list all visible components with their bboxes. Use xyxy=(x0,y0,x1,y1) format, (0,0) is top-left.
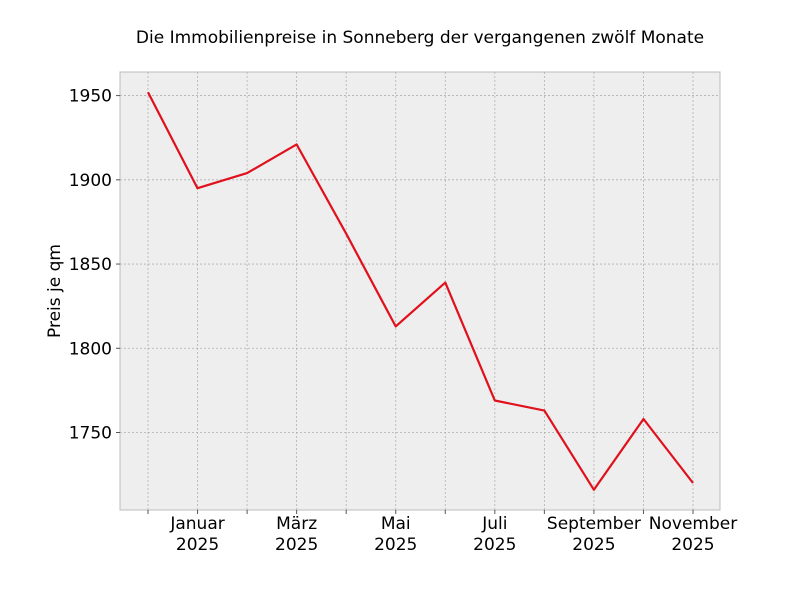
series-group xyxy=(147,91,694,491)
y-tick-label: 1750 xyxy=(69,424,112,444)
x-tick-label: Juli 2025 xyxy=(473,514,516,555)
y-tick-label: 1950 xyxy=(69,87,112,107)
y-tick-label: 1800 xyxy=(69,339,112,359)
plot-area xyxy=(119,71,721,511)
series-line xyxy=(147,91,694,491)
y-tick-label: 1850 xyxy=(69,255,112,275)
y-axis-label: Preis je qm xyxy=(45,244,65,338)
x-tick-label: März 2025 xyxy=(275,514,318,555)
y-tick-label: 1900 xyxy=(69,171,112,191)
x-tick-label: Mai 2025 xyxy=(374,514,417,555)
x-tick-label: Januar 2025 xyxy=(169,514,224,555)
x-tick-label: September 2025 xyxy=(547,514,641,555)
x-tick-label: November 2025 xyxy=(649,514,737,555)
axis-ticks: 1750 1800 1850 1900 1950 Januar 2025 März 2025 Ma… xyxy=(69,87,737,555)
chart-title: Die Immobilienpreise in Sonneberg der ve… xyxy=(136,28,704,48)
